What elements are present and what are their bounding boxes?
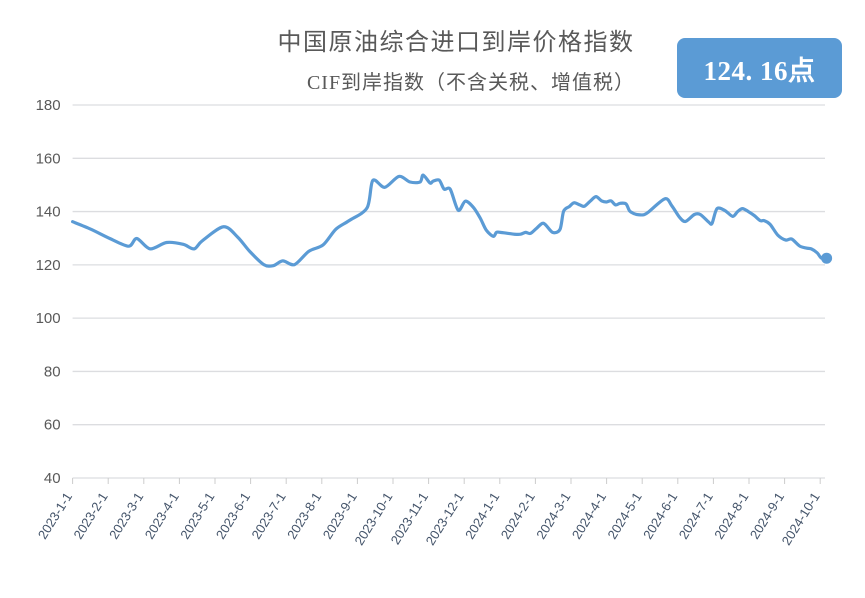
svg-text:2023-6-1: 2023-6-1: [213, 490, 253, 542]
svg-text:2024-7-1: 2024-7-1: [676, 490, 716, 542]
svg-text:2023-1-1: 2023-1-1: [35, 490, 75, 542]
svg-text:2023-7-1: 2023-7-1: [248, 490, 288, 542]
svg-text:2024-4-1: 2024-4-1: [569, 490, 609, 542]
svg-text:2023-4-1: 2023-4-1: [142, 490, 182, 542]
svg-text:2023-8-1: 2023-8-1: [284, 490, 324, 542]
svg-text:2023-2-1: 2023-2-1: [70, 490, 110, 542]
svg-text:40: 40: [44, 470, 61, 487]
svg-text:2024-1-1: 2024-1-1: [462, 490, 502, 542]
svg-text:160: 160: [36, 150, 61, 167]
svg-text:140: 140: [36, 204, 61, 221]
svg-text:2023-9-1: 2023-9-1: [320, 490, 360, 542]
svg-text:2024-3-1: 2024-3-1: [533, 490, 573, 542]
svg-text:180: 180: [36, 97, 61, 114]
svg-text:2023-5-1: 2023-5-1: [177, 490, 217, 542]
svg-text:2024-6-1: 2024-6-1: [640, 490, 680, 542]
svg-text:2024-5-1: 2024-5-1: [604, 490, 644, 542]
svg-text:2024-2-1: 2024-2-1: [498, 490, 538, 542]
svg-text:100: 100: [36, 310, 61, 327]
svg-text:120: 120: [36, 257, 61, 274]
svg-text:2023-3-1: 2023-3-1: [106, 490, 146, 542]
svg-text:2024-9-1: 2024-9-1: [747, 490, 787, 542]
svg-text:2024-8-1: 2024-8-1: [711, 490, 751, 542]
svg-text:80: 80: [44, 363, 61, 380]
svg-text:60: 60: [44, 417, 61, 434]
